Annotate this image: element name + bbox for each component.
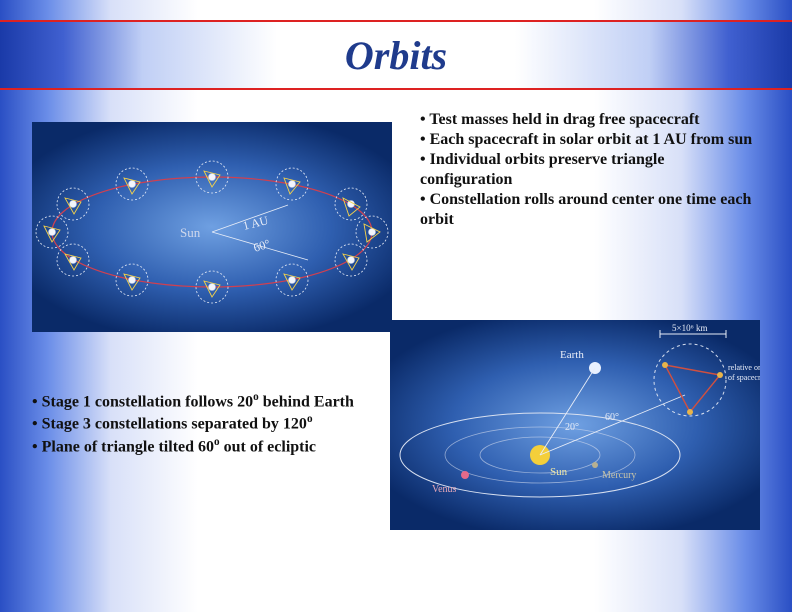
bullet-top-3: • Constellation rolls around center one … [420, 190, 760, 230]
mercury-label: Mercury [602, 470, 636, 481]
bullets-bottom: • Stage 1 constellation follows 20o behi… [32, 390, 392, 457]
tilt-angle: 60° [605, 412, 619, 423]
trail-angle: 20° [565, 422, 579, 433]
slide: Orbits [0, 0, 792, 612]
au-label: 1 AU [241, 213, 270, 233]
bullet-bottom-0: • Stage 1 constellation follows 20o behi… [32, 390, 392, 412]
bullet-bottom-2: • Plane of triangle tilted 60o out of ec… [32, 435, 392, 457]
diagram-orbit-constellation: Sun 1 AU 60° [32, 122, 392, 332]
orbit-svg: Sun 1 AU 60° [32, 122, 392, 332]
bullet-top-2: • Individual orbits preserve triangle co… [420, 150, 760, 190]
bullet-bottom-1: • Stage 3 constellations separated by 12… [32, 412, 392, 434]
relative-label-1: relative orbit [728, 363, 760, 372]
sun-label: Sun [180, 225, 201, 240]
bullet-top-0: • Test masses held in drag free spacecra… [420, 110, 760, 130]
bullet-top-1: • Each spacecraft in solar orbit at 1 AU… [420, 130, 760, 150]
scale-label: 5×10⁶ km [672, 323, 707, 333]
sun-label-2: Sun [550, 466, 568, 478]
content-area: Sun 1 AU 60° • Test masses held in drag … [32, 110, 760, 592]
relative-label-2: of spacecraft [728, 373, 760, 382]
angle-label: 60° [252, 236, 272, 255]
orbit-plane-svg: Sun Venus Mercury Earth 20° 60° [390, 320, 760, 530]
title-band: Orbits [0, 20, 792, 90]
venus-label: Venus [432, 484, 457, 495]
earth-label: Earth [560, 349, 584, 361]
diagram-orbit-plane: Sun Venus Mercury Earth 20° 60° [390, 320, 760, 530]
slide-title: Orbits [345, 32, 447, 79]
bullets-top: • Test masses held in drag free spacecra… [420, 110, 760, 230]
